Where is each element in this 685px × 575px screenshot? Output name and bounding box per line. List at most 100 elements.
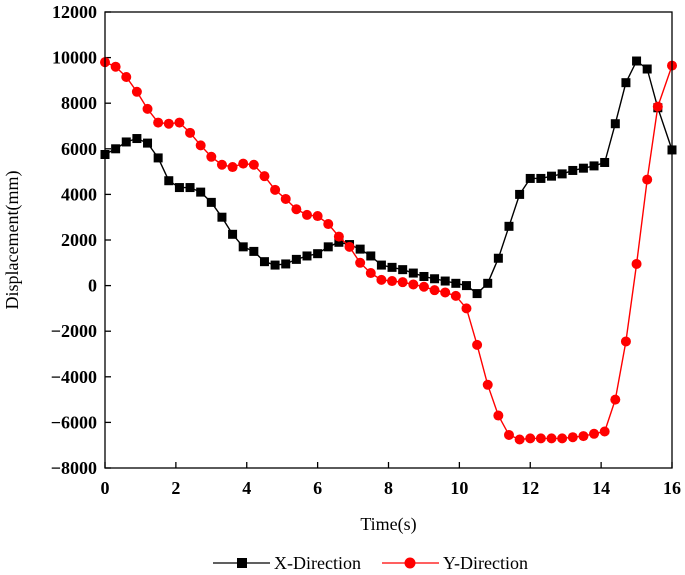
- data-point: [589, 428, 600, 439]
- data-point: [376, 274, 387, 285]
- x-tick-label: 8: [384, 478, 393, 498]
- data-point: [535, 433, 546, 444]
- y-axis-label: Displacement(mm): [2, 171, 23, 310]
- x-axis-ticks: 0 2 4 6 8 10 12 14 16: [101, 462, 681, 498]
- data-point: [515, 189, 525, 199]
- data-point: [174, 117, 185, 128]
- y-tick-label: 6000: [61, 139, 97, 159]
- x-tick-label: 14: [592, 478, 610, 498]
- data-point: [536, 173, 546, 183]
- data-point: [153, 117, 164, 128]
- data-point: [567, 432, 578, 443]
- x-tick-label: 6: [313, 478, 322, 498]
- data-point: [217, 212, 227, 222]
- data-point: [153, 153, 163, 163]
- data-point: [185, 183, 195, 193]
- y-tick-label: −2000: [51, 321, 97, 341]
- data-point: [206, 151, 217, 162]
- y-axis-ticks: −8000 −6000 −4000 −2000 0 2000 4000 6000 8000 100…: [51, 2, 111, 478]
- y-tick-label: −8000: [51, 458, 97, 478]
- data-point: [121, 137, 131, 147]
- series-y-direction: [100, 57, 677, 445]
- data-point: [163, 118, 174, 129]
- y-tick-label: 8000: [61, 93, 97, 113]
- data-point: [440, 276, 450, 286]
- data-point: [216, 159, 227, 170]
- data-point: [568, 165, 578, 175]
- data-point: [493, 410, 504, 421]
- data-point: [419, 271, 429, 281]
- data-point: [547, 171, 557, 181]
- data-point: [323, 219, 334, 230]
- data-point: [132, 134, 142, 144]
- data-point: [408, 279, 419, 290]
- data-point: [248, 159, 259, 170]
- data-point: [270, 260, 280, 270]
- data-point: [599, 426, 610, 437]
- x-tick-label: 10: [450, 478, 468, 498]
- series-line: [104, 61, 673, 441]
- data-point: [365, 268, 376, 279]
- y-tick-label: 12000: [52, 2, 97, 22]
- legend-entry-y: Y-Direction: [382, 553, 528, 573]
- data-point: [514, 434, 525, 445]
- data-point: [366, 251, 376, 261]
- x-axis-label: Time(s): [360, 514, 416, 535]
- data-point: [206, 197, 216, 207]
- data-point: [196, 187, 206, 197]
- plot-frame: [104, 11, 673, 469]
- data-point: [259, 257, 269, 267]
- data-point: [121, 71, 132, 82]
- data-point: [642, 64, 652, 74]
- data-point: [610, 394, 621, 405]
- data-point: [398, 265, 408, 275]
- data-point: [461, 281, 471, 291]
- data-point: [642, 174, 653, 185]
- y-tick-label: 0: [88, 276, 97, 296]
- data-point: [493, 253, 503, 263]
- data-point: [164, 176, 174, 186]
- legend-label-x: X-Direction: [274, 553, 361, 573]
- data-point: [652, 101, 663, 112]
- data-point: [313, 249, 323, 259]
- data-point: [546, 433, 557, 444]
- data-point: [376, 260, 386, 270]
- legend-entry-x: X-Direction: [213, 553, 361, 573]
- data-point: [142, 103, 153, 114]
- data-point: [259, 171, 270, 182]
- legend-marker-y: [404, 557, 416, 569]
- data-point: [620, 336, 631, 347]
- series-line: [104, 60, 673, 295]
- data-point: [610, 119, 620, 129]
- x-tick-label: 16: [663, 478, 681, 498]
- data-point: [472, 339, 483, 350]
- data-point: [355, 244, 365, 254]
- data-point: [131, 86, 142, 97]
- data-point: [111, 144, 121, 154]
- legend-label-y: Y-Direction: [443, 553, 528, 573]
- data-point: [557, 433, 568, 444]
- legend-marker-x: [237, 558, 247, 568]
- x-tick-label: 0: [101, 478, 110, 498]
- data-point: [621, 78, 631, 88]
- data-point: [440, 287, 451, 298]
- x-tick-label: 2: [171, 478, 180, 498]
- data-point: [483, 278, 493, 288]
- data-point: [110, 61, 121, 72]
- data-point: [291, 254, 301, 264]
- data-point: [429, 285, 440, 296]
- data-point: [632, 56, 642, 66]
- data-point: [323, 242, 333, 252]
- y-tick-label: 4000: [61, 184, 97, 204]
- data-point: [238, 242, 248, 252]
- data-point: [249, 246, 259, 256]
- legend: X-Direction Y-Direction: [213, 553, 528, 573]
- data-point: [430, 274, 440, 284]
- x-tick-label: 4: [242, 478, 251, 498]
- data-point: [472, 289, 482, 299]
- data-point: [450, 290, 461, 301]
- x-tick-label: 12: [521, 478, 539, 498]
- data-point: [312, 211, 323, 222]
- data-point: [302, 251, 312, 261]
